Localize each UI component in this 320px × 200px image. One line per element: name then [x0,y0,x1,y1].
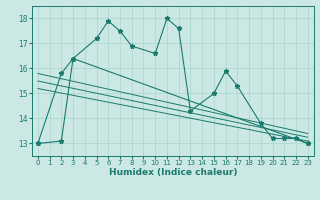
X-axis label: Humidex (Indice chaleur): Humidex (Indice chaleur) [108,168,237,177]
